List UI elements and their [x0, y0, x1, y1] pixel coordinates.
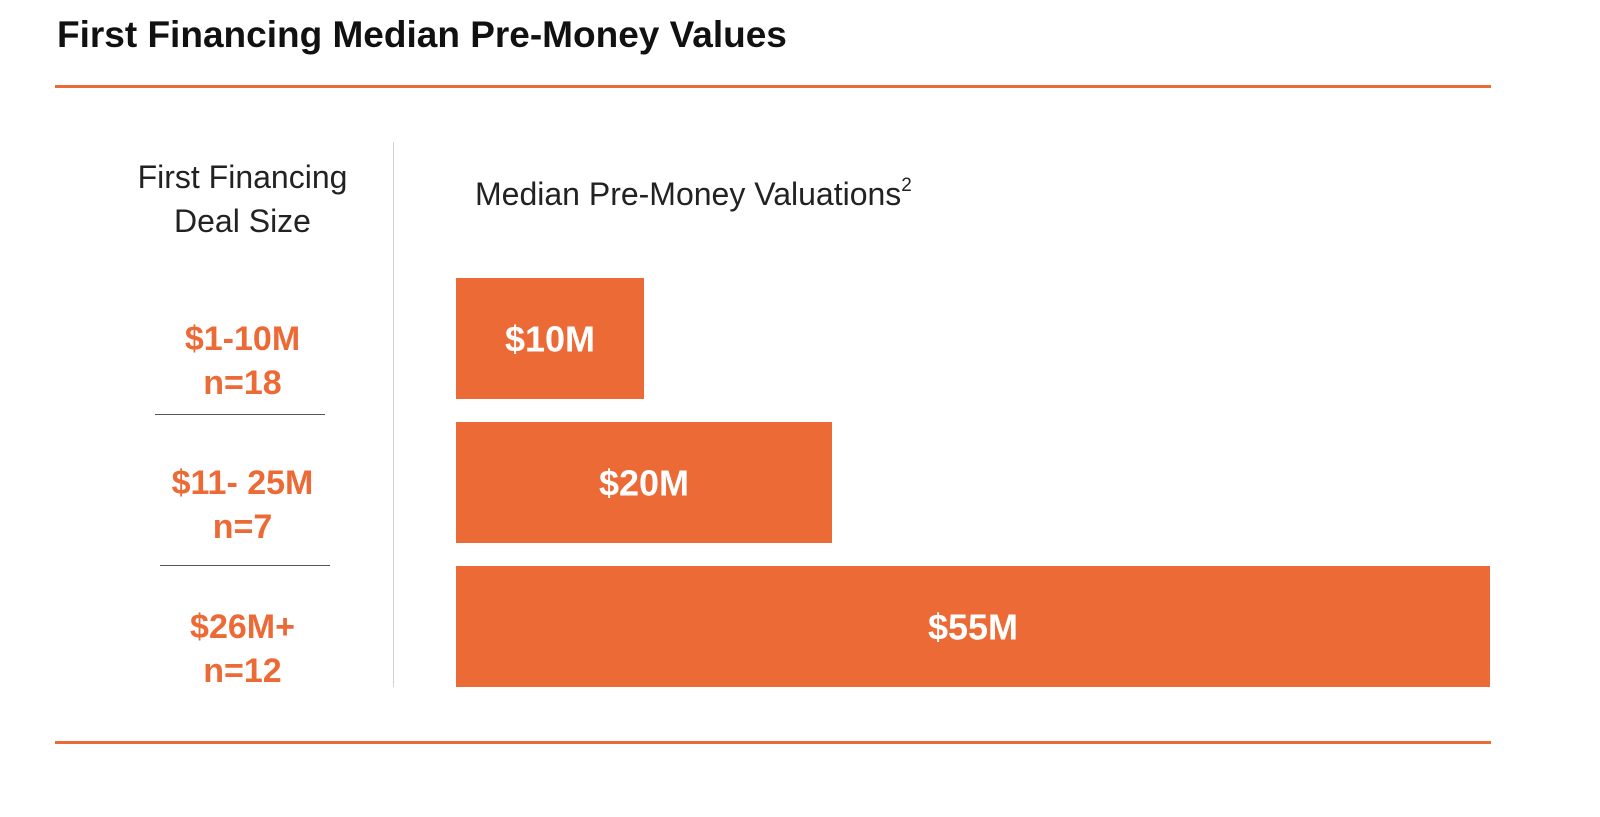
column-divider	[393, 142, 394, 687]
bar-1	[456, 278, 644, 399]
chart-title: Median Pre-Money Valuations2	[475, 176, 912, 213]
category-range: $26M+	[190, 608, 295, 646]
category-label-3: $26M+ n=12	[85, 605, 400, 693]
page-title: First Financing Median Pre-Money Values	[57, 14, 787, 55]
category-count: n=7	[212, 508, 273, 546]
category-separator	[155, 414, 325, 415]
category-count: n=12	[203, 652, 282, 690]
chart-title-footnote: 2	[901, 175, 912, 196]
bar-3	[456, 566, 1490, 687]
category-range: $1-10M	[184, 320, 301, 358]
category-range: $11- 25M	[171, 464, 314, 502]
bottom-rule	[55, 741, 1491, 744]
bar-2	[456, 422, 832, 543]
category-count: n=18	[203, 364, 282, 402]
bar-value-label: $55M	[928, 607, 1018, 648]
chart-title-text: Median Pre-Money Valuations	[475, 176, 902, 212]
category-label-2: $11- 25M n=7	[85, 461, 400, 549]
bar-value-label: $10M	[505, 319, 595, 360]
category-separator	[160, 565, 330, 566]
category-label-1: $1-10M n=18	[85, 317, 400, 405]
deal-size-header-line2: Deal Size	[174, 203, 311, 239]
top-rule	[55, 85, 1491, 88]
deal-size-header-line1: First Financing	[137, 159, 348, 195]
deal-size-header: First Financing Deal Size	[85, 155, 400, 243]
bar-value-label: $20M	[599, 463, 689, 504]
